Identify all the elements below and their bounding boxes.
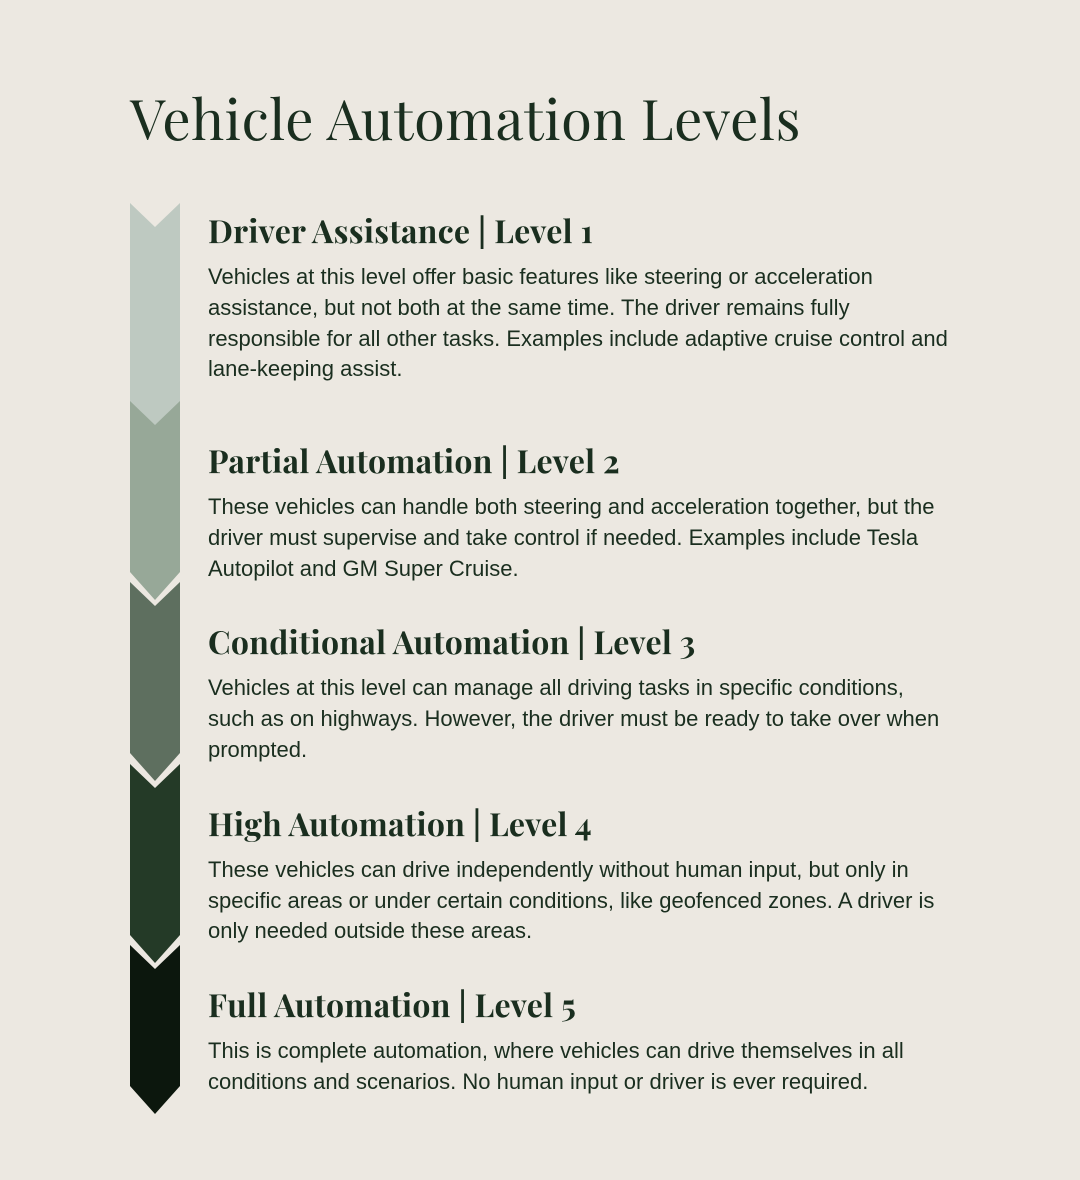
- level-body: These vehicles can handle both steering …: [208, 492, 950, 584]
- level-body: Vehicles at this level can manage all dr…: [208, 673, 950, 765]
- chevron-down-icon: [130, 977, 180, 1114]
- level-heading: Conditional Automation | Level 3: [208, 620, 950, 663]
- level-content: Conditional Automation | Level 3 Vehicles…: [208, 614, 950, 795]
- level-row: Driver Assistance | Level 1 Vehicles at t…: [130, 203, 950, 433]
- level-row: Conditional Automation | Level 3 Vehicles…: [130, 614, 950, 795]
- level-body: These vehicles can drive independently w…: [208, 855, 950, 947]
- level-row: High Automation | Level 4 These vehicles …: [130, 796, 950, 977]
- level-content: High Automation | Level 4 These vehicles …: [208, 796, 950, 977]
- chevron-down-icon: [130, 203, 180, 433]
- level-content: Full Automation | Level 5 This is complet…: [208, 977, 950, 1128]
- level-content: Partial Automation | Level 2 These vehicl…: [208, 433, 950, 614]
- levels-list: Driver Assistance | Level 1 Vehicles at t…: [130, 203, 950, 1128]
- level-heading: High Automation | Level 4: [208, 802, 950, 845]
- chevron-down-icon: [130, 614, 180, 781]
- level-body: Vehicles at this level offer basic featu…: [208, 262, 950, 385]
- level-heading: Driver Assistance | Level 1: [208, 209, 950, 252]
- level-row: Full Automation | Level 5 This is complet…: [130, 977, 950, 1128]
- chevron-down-icon: [130, 796, 180, 963]
- page-title: Vehicle Automation Levels: [130, 80, 950, 155]
- level-content: Driver Assistance | Level 1 Vehicles at t…: [208, 203, 950, 415]
- level-row: Partial Automation | Level 2 These vehicl…: [130, 433, 950, 614]
- level-heading: Partial Automation | Level 2: [208, 439, 950, 482]
- chevron-down-icon: [130, 433, 180, 600]
- level-body: This is complete automation, where vehic…: [208, 1036, 950, 1098]
- level-heading: Full Automation | Level 5: [208, 983, 950, 1026]
